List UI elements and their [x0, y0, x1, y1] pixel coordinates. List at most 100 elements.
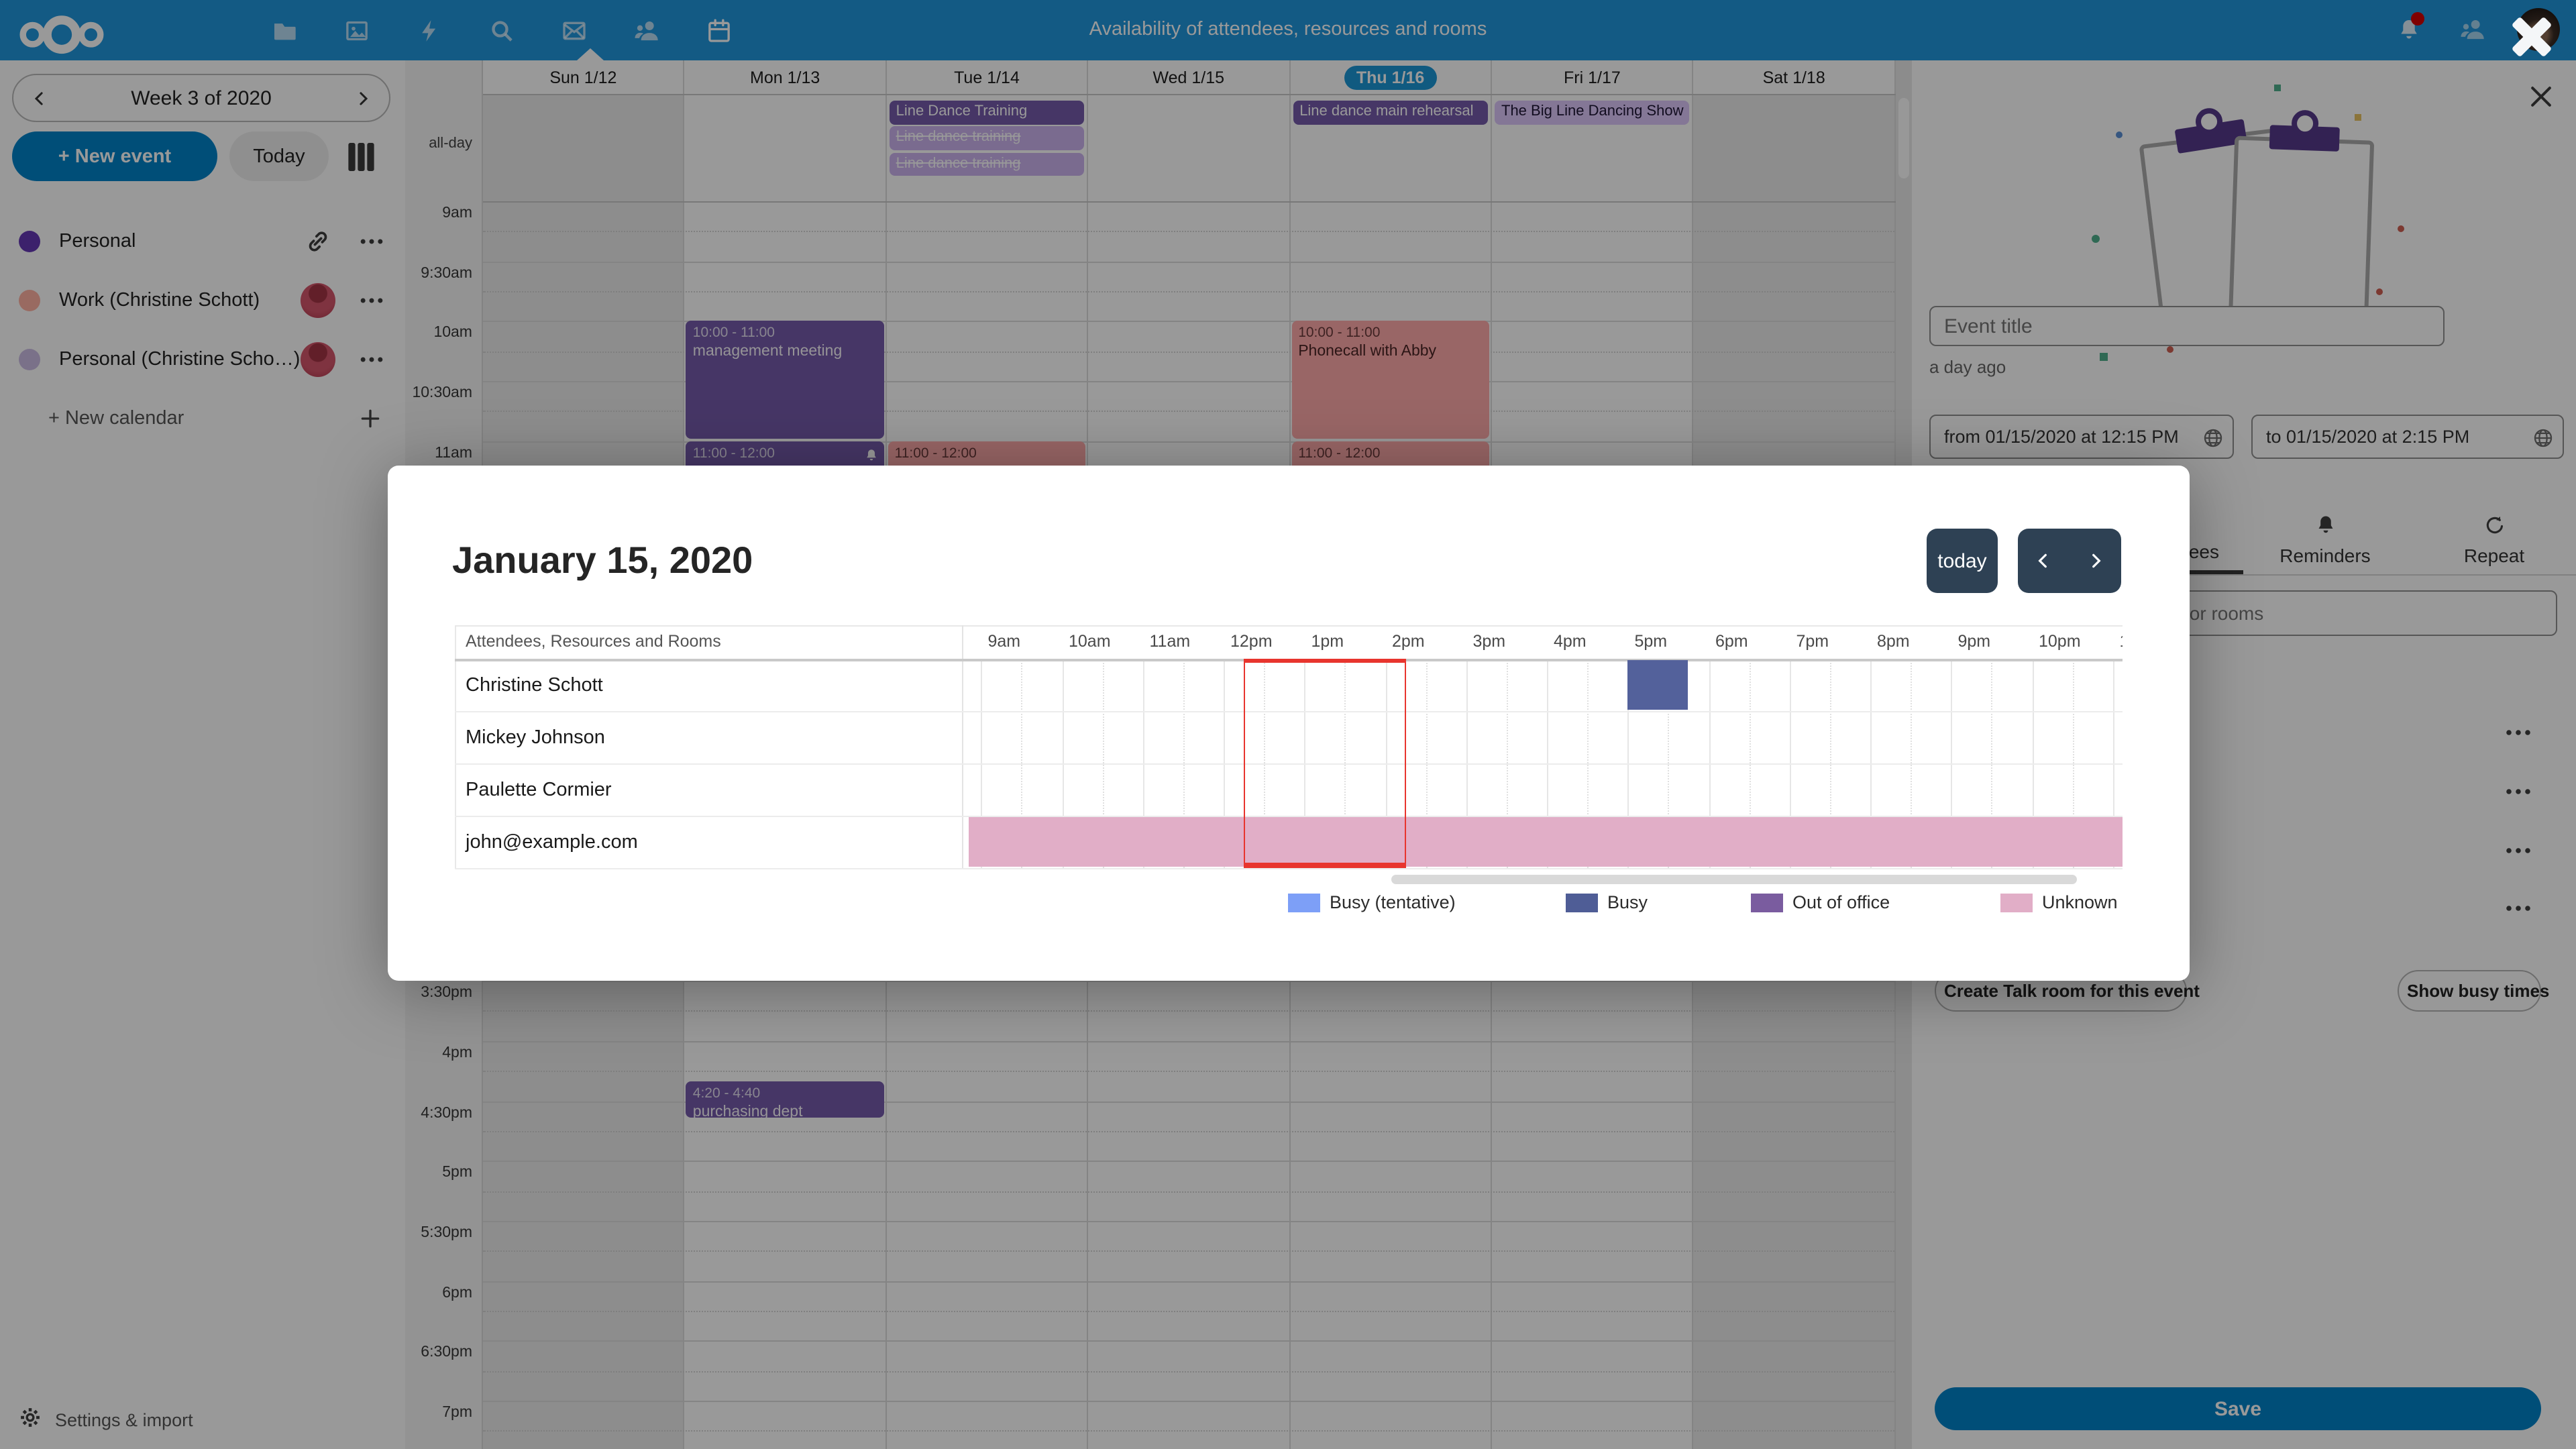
grid-line — [483, 441, 1897, 443]
tab-reminders[interactable]: Reminders — [2271, 514, 2379, 566]
mail-app-icon[interactable] — [554, 11, 593, 50]
allday-event[interactable]: The Big Line Dancing Show — [1495, 101, 1690, 124]
calendar-app-icon[interactable] — [699, 11, 738, 50]
time-label: 4pm — [442, 1044, 472, 1061]
today-button[interactable]: Today — [229, 131, 329, 181]
show-busy-times-button[interactable]: Show busy times — [2398, 970, 2549, 1012]
attendee-row-name: Christine Schott — [466, 674, 603, 696]
event-title: Phonecall with Abby — [1298, 343, 1437, 360]
table-border — [969, 816, 2123, 817]
calendar-event[interactable]: 10:00 - 11:00 management meeting — [686, 321, 884, 439]
grid-line — [483, 1281, 1897, 1283]
week-scrollbar-thumb[interactable] — [1898, 98, 1909, 178]
share-link-icon[interactable] — [303, 227, 333, 256]
calendar-color-dot — [19, 349, 40, 370]
grid-line — [483, 261, 1897, 263]
timezone-globe-icon[interactable] — [2202, 427, 2224, 449]
activity-app-icon[interactable] — [409, 11, 448, 50]
legend-swatch — [1288, 893, 1320, 912]
dialog-today-button[interactable]: today — [1927, 529, 1998, 593]
calendar-menu-icon[interactable] — [357, 286, 386, 315]
availability-grid[interactable]: 9am 10am 11am 12pm 1pm 2pm 3pm 4pm 5pm 6pm 7pm 8pm 9… — [969, 625, 2123, 888]
legend-item: Unknown — [2000, 892, 2118, 912]
grid-line — [483, 231, 1897, 233]
attendee-item-menu[interactable] — [2502, 775, 2534, 808]
calendar-menu-icon[interactable] — [357, 345, 386, 374]
window-title: Availability of attendees, resources and… — [1089, 19, 1487, 40]
event-time: 11:00 - 12:00 — [1298, 445, 1381, 462]
search-app-icon[interactable] — [482, 11, 521, 50]
day-header[interactable]: Mon 1/13 — [685, 60, 885, 94]
notifications-button[interactable] — [2388, 9, 2428, 50]
contacts-menu-button[interactable] — [2453, 9, 2493, 50]
attendee-item-menu[interactable] — [2502, 835, 2534, 867]
allday-event[interactable]: Line Dance Training — [889, 101, 1085, 124]
calendar-event[interactable]: 10:00 - 11:00 Phonecall with Abby — [1291, 321, 1489, 439]
grid-line — [483, 411, 1897, 413]
nextcloud-logo[interactable] — [13, 7, 110, 55]
attendee-row-name: Mickey Johnson — [466, 727, 605, 748]
clipboard-illustration — [2092, 85, 2408, 361]
hour-label: 1pm — [1311, 632, 1344, 651]
grid-line — [483, 1250, 1897, 1252]
legend-label: Unknown — [2042, 892, 2118, 912]
time-label: 3:30pm — [421, 985, 472, 1002]
photos-app-icon[interactable] — [337, 11, 376, 50]
calendar-menu-icon[interactable] — [357, 227, 386, 256]
table-border — [455, 625, 456, 868]
attendee-item-menu[interactable] — [2502, 892, 2534, 924]
day-header[interactable]: Fri 1/17 — [1492, 60, 1693, 94]
hour-label: 9am — [987, 632, 1021, 651]
attendee-item-menu[interactable] — [2502, 716, 2534, 749]
calendar-list-item[interactable]: Work (Christine Schott) — [0, 274, 405, 327]
close-icon[interactable] — [2526, 82, 2556, 111]
calendar-color-dot — [19, 290, 40, 311]
previous-week-button[interactable] — [24, 83, 54, 113]
day-header-label: Fri 1/17 — [1564, 68, 1621, 87]
event-time-selection[interactable] — [1244, 659, 1406, 868]
calendar-owner-avatar — [301, 283, 335, 318]
settings-import-button[interactable]: Settings & import — [19, 1406, 193, 1433]
day-header[interactable]: Tue 1/14 — [887, 60, 1087, 94]
calendar-color-dot — [19, 231, 40, 252]
files-app-icon[interactable] — [264, 11, 303, 50]
next-week-button[interactable] — [349, 83, 378, 113]
day-header[interactable]: Wed 1/15 — [1088, 60, 1289, 94]
event-end-input[interactable] — [2251, 415, 2564, 459]
view-mode-icon[interactable] — [342, 138, 380, 176]
calendar-event[interactable]: 4:20 - 4:40 purchasing dept — [686, 1081, 884, 1118]
previous-day-button[interactable] — [2027, 543, 2061, 578]
allday-event[interactable]: Line dance main rehearsal — [1293, 101, 1488, 124]
calendar-owner-avatar — [301, 342, 335, 377]
new-event-button[interactable]: + New event — [12, 131, 217, 181]
contacts-app-icon[interactable] — [627, 11, 665, 50]
day-header[interactable]: Sun 1/12 — [483, 60, 684, 94]
allday-event[interactable]: Line dance training — [889, 152, 1085, 176]
grid-line — [483, 1191, 1897, 1193]
allday-event[interactable]: Line dance training — [889, 126, 1085, 150]
event-time: 10:00 - 11:00 — [1298, 325, 1381, 341]
tab-reminders-label: Reminders — [2279, 545, 2371, 566]
table-border — [969, 763, 2123, 765]
day-header[interactable]: Sat 1/18 — [1694, 60, 1894, 94]
save-button[interactable]: Save — [1935, 1387, 2541, 1430]
day-header[interactable]: Thu 1/16 — [1290, 60, 1491, 94]
time-label: 6:30pm — [421, 1344, 472, 1361]
legend-swatch — [1566, 893, 1598, 912]
tab-repeat[interactable]: Repeat — [2440, 514, 2548, 566]
repeat-icon — [2483, 514, 2506, 541]
attendee-row-name: Paulette Cormier — [466, 779, 612, 800]
event-start-input[interactable] — [1929, 415, 2234, 459]
day-header-label: Tue 1/14 — [954, 68, 1020, 87]
timezone-globe-icon[interactable] — [2532, 427, 2555, 449]
grid-scrollbar-thumb[interactable] — [1391, 875, 2077, 884]
new-calendar-button[interactable]: + New calendar — [0, 392, 405, 445]
time-label: 9:30am — [421, 265, 472, 282]
calendar-list-item[interactable]: Personal — [0, 215, 405, 268]
event-time: 10:00 - 11:00 — [692, 325, 775, 341]
legend-swatch — [1751, 893, 1783, 912]
hour-label: 7pm — [1796, 632, 1829, 651]
event-title-input[interactable] — [1929, 306, 2445, 346]
next-day-button[interactable] — [2078, 543, 2113, 578]
calendar-list-item[interactable]: Personal (Christine Scho…) — [0, 333, 405, 386]
